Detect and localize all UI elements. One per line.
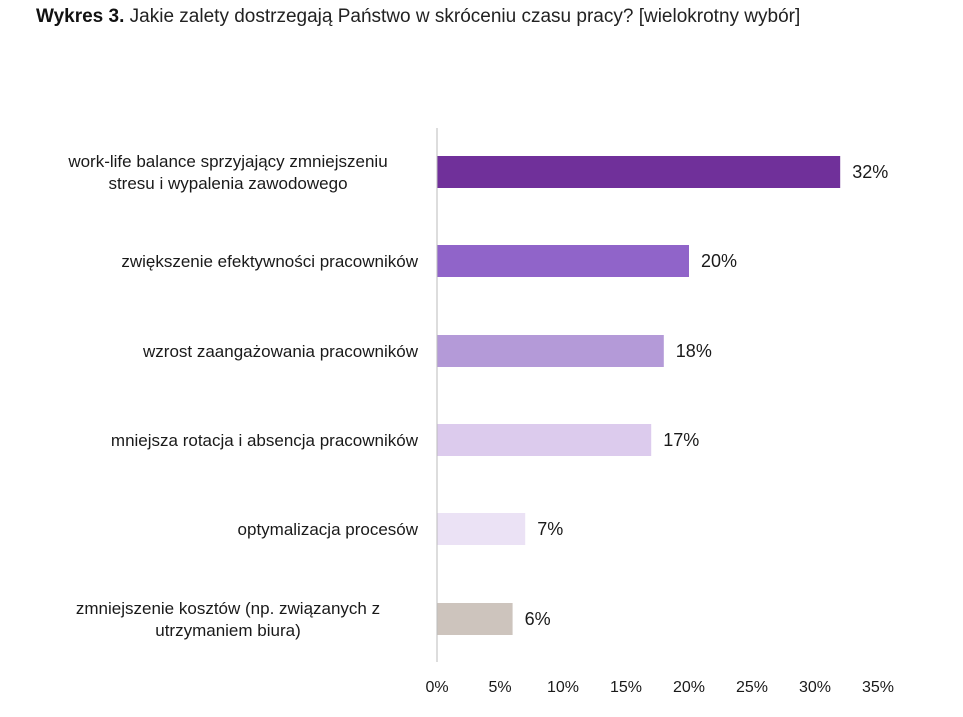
bar-0 xyxy=(437,156,841,188)
x-tick-4: 20% xyxy=(673,679,705,696)
bar-2 xyxy=(437,335,664,367)
category-label-5-line-1: utrzymaniem biura) xyxy=(155,621,301,640)
x-tick-3: 15% xyxy=(610,679,642,696)
value-label-0: 32% xyxy=(852,162,888,182)
x-tick-1: 5% xyxy=(488,679,511,696)
value-label-5: 6% xyxy=(525,609,551,629)
category-label-0-line-0: work-life balance sprzyjający zmniejszen… xyxy=(67,152,387,171)
category-label-0: work-life balance sprzyjający zmniejszen… xyxy=(67,152,387,193)
category-label-5-line-0: zmniejszenie kosztów (np. związanych z xyxy=(76,599,380,618)
x-tick-6: 30% xyxy=(799,679,831,696)
x-tick-labels: 0% 5% 10% 15% 20% 25% 30% 35% xyxy=(425,679,894,696)
value-label-2: 18% xyxy=(676,341,712,361)
category-label-0-line-1: stresu i wypalenia zawodowego xyxy=(108,174,347,193)
bar-3 xyxy=(437,424,652,456)
bar-4 xyxy=(437,513,526,545)
x-tick-0: 0% xyxy=(425,679,448,696)
category-label-3: mniejsza rotacja i absencja pracowników xyxy=(111,431,419,450)
category-label-3-line-0: mniejsza rotacja i absencja pracowników xyxy=(111,431,419,450)
value-label-3: 17% xyxy=(663,430,699,450)
category-label-1-line-0: zwiększenie efektywności pracowników xyxy=(121,252,418,271)
value-label-4: 7% xyxy=(537,519,563,539)
x-tick-5: 25% xyxy=(736,679,768,696)
bar-1 xyxy=(437,245,689,277)
x-tick-2: 10% xyxy=(547,679,579,696)
value-label-1: 20% xyxy=(701,251,737,271)
category-label-5: zmniejszenie kosztów (np. związanych z ut… xyxy=(76,599,380,640)
labels-group: 32% work-life balance sprzyjający zmniejs… xyxy=(67,152,888,640)
bars-group xyxy=(437,156,841,635)
category-label-1: zwiększenie efektywności pracowników xyxy=(121,252,418,271)
category-label-4: optymalizacja procesów xyxy=(238,520,419,539)
chart-title-prefix: Wykres 3. xyxy=(36,6,125,27)
chart-title-text: Jakie zalety dostrzegają Państwo w skróc… xyxy=(129,6,801,27)
x-tick-7: 35% xyxy=(862,679,894,696)
category-label-2-line-0: wzrost zaangażowania pracowników xyxy=(142,342,419,361)
chart-title: Wykres 3. Jakie zalety dostrzegają Państ… xyxy=(36,6,800,28)
category-label-2: wzrost zaangażowania pracowników xyxy=(142,342,419,361)
bar-5 xyxy=(437,603,513,635)
category-label-4-line-0: optymalizacja procesów xyxy=(238,520,419,539)
